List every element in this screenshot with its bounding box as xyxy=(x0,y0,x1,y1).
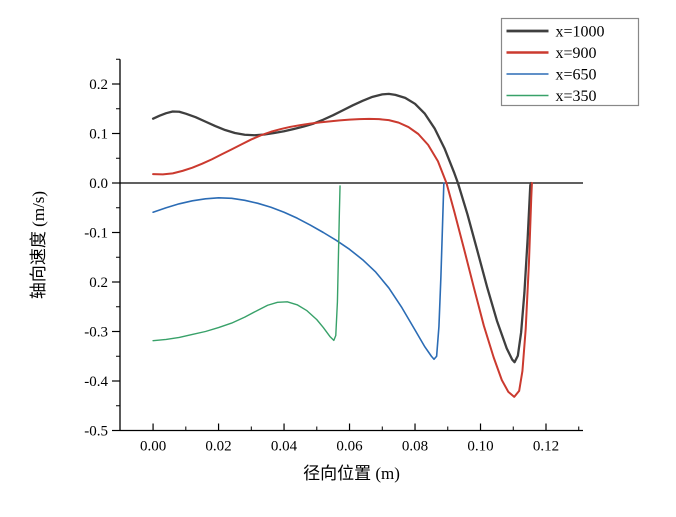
series xyxy=(151,92,533,398)
y-tick-label: 0.2 xyxy=(89,275,108,291)
axes xyxy=(119,59,583,432)
x-axis-title: 径向位置 (m) xyxy=(303,464,400,483)
x-tick-label: 0.12 xyxy=(533,439,559,455)
y-tick-label: 0.1 xyxy=(89,127,108,143)
series-line-x650 xyxy=(152,182,445,361)
x-tick-label: 0.06 xyxy=(336,439,363,455)
legend-label: x=900 xyxy=(556,45,597,62)
legend-box xyxy=(500,17,640,107)
legend-label: x=350 xyxy=(556,88,597,105)
x-tick-label: 0.04 xyxy=(271,439,298,455)
y-ticks: 0.2 0.1 0.0 -0.1 0.2 -0.3 -0.4 -0.5 xyxy=(84,58,120,440)
legend-label: x=650 xyxy=(556,67,597,84)
x-tick-label: 0.02 xyxy=(205,439,231,455)
x-tick-label: 0.00 xyxy=(140,439,166,455)
y-tick-label: 0.0 xyxy=(89,176,108,192)
legend-label: x=1000 xyxy=(556,24,605,41)
y-tick-label: 0.2 xyxy=(89,77,108,93)
y-tick-label: -0.5 xyxy=(84,424,108,440)
y-axis-title: 轴向速度 (m/s) xyxy=(29,191,48,299)
legend: x=1000 x=900 x=650 x=350 xyxy=(500,17,640,107)
series-line-x350 xyxy=(152,185,341,342)
series-line-x900 xyxy=(152,117,533,398)
x-tick-label: 0.08 xyxy=(402,439,428,455)
y-tick-label: -0.4 xyxy=(84,374,108,390)
series-line-x1000 xyxy=(151,92,533,364)
x-tick-label: 0.10 xyxy=(467,439,493,455)
y-tick-label: -0.1 xyxy=(84,226,108,242)
x-ticks: 0.00 0.02 0.04 0.06 0.08 0.10 0.12 xyxy=(140,423,580,455)
y-tick-label: -0.3 xyxy=(84,325,108,341)
